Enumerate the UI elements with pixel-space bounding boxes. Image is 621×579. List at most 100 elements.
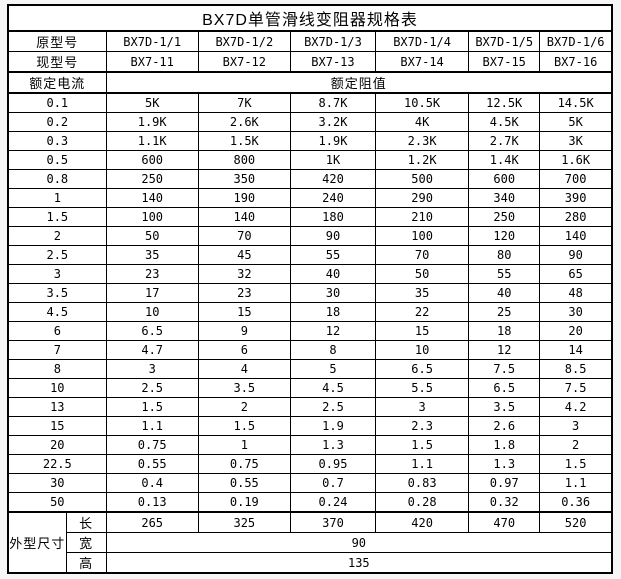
table-row: 2.5 35 45 55 70 80 90: [7, 245, 613, 265]
resistance-value-cell: 100: [375, 226, 470, 246]
resistance-value-cell: 5.5: [375, 378, 470, 398]
resistance-value-cell: 600: [468, 169, 541, 189]
rated-current-cell: 1: [7, 188, 107, 208]
resistance-value-cell: 800: [197, 150, 291, 170]
resistance-value-cell: 10.5K: [375, 92, 470, 113]
old-model-cell: BX7D-1/6: [539, 30, 613, 52]
resistance-value-cell: 2: [539, 435, 613, 455]
length-label: 长: [65, 511, 107, 533]
resistance-value-cell: 17: [105, 283, 199, 303]
resistance-value-cell: 0.19: [197, 492, 291, 513]
resistance-value-cell: 1.1: [375, 454, 470, 474]
resistance-value-cell: 90: [539, 245, 613, 265]
table-row: 2 50 70 90 100 120 140: [7, 226, 613, 246]
new-model-cell: BX7-14: [375, 51, 470, 73]
resistance-value-cell: 2: [197, 397, 291, 417]
resistance-value-cell: 100: [105, 207, 199, 227]
resistance-value-cell: 5K: [105, 92, 199, 113]
resistance-value-cell: 250: [105, 169, 199, 189]
new-model-cell: BX7-13: [289, 51, 377, 73]
old-model-cell: BX7D-1/3: [289, 30, 377, 52]
resistance-value-cell: 240: [289, 188, 377, 208]
resistance-value-cell: 0.95: [289, 454, 377, 474]
resistance-value-cell: 2.3K: [375, 131, 470, 151]
resistance-value-cell: 1: [197, 435, 291, 455]
table-row: 20 0.75 1 1.3 1.5 1.8 2: [7, 435, 613, 455]
resistance-value-cell: 140: [197, 207, 291, 227]
resistance-value-cell: 7.5: [468, 359, 541, 379]
resistance-value-cell: 9: [197, 321, 291, 341]
resistance-value-cell: 3: [539, 416, 613, 436]
rated-current-cell: 0.1: [7, 92, 107, 113]
resistance-value-cell: 80: [468, 245, 541, 265]
resistance-value-cell: 0.75: [105, 435, 199, 455]
resistance-value-cell: 3K: [539, 131, 613, 151]
rated-current-cell: 3: [7, 264, 107, 284]
resistance-value-cell: 2.3: [375, 416, 470, 436]
resistance-value-cell: 0.32: [468, 492, 541, 513]
resistance-value-cell: 3: [105, 359, 199, 379]
table-row: 0.3 1.1K 1.5K 1.9K 2.3K 2.7K 3K: [7, 131, 613, 151]
resistance-value-cell: 600: [105, 150, 199, 170]
resistance-value-cell: 4.5: [289, 378, 377, 398]
rated-current-cell: 0.3: [7, 131, 107, 151]
resistance-value-cell: 1.5: [375, 435, 470, 455]
new-model-row: 现型号 BX7-11 BX7-12 BX7-13 BX7-14 BX7-15 B…: [7, 51, 613, 73]
resistance-value-cell: 1.1: [105, 416, 199, 436]
resistance-value-cell: 12.5K: [468, 92, 541, 113]
resistance-value-cell: 1.9: [289, 416, 377, 436]
table-row: 1.5 100 140 180 210 250 280: [7, 207, 613, 227]
rated-current-label: 额定电流: [7, 71, 107, 94]
resistance-value-cell: 5: [289, 359, 377, 379]
resistance-value-cell: 6.5: [105, 321, 199, 341]
resistance-value-cell: 6.5: [375, 359, 470, 379]
resistance-value-cell: 3: [375, 397, 470, 417]
dimensions-label: 外型尺寸: [7, 511, 67, 574]
resistance-value-cell: 22: [375, 302, 470, 322]
length-value-cell: 325: [197, 511, 291, 533]
resistance-value-cell: 35: [105, 245, 199, 265]
length-value-cell: 265: [105, 511, 199, 533]
resistance-value-cell: 90: [289, 226, 377, 246]
resistance-value-cell: 180: [289, 207, 377, 227]
resistance-value-cell: 40: [289, 264, 377, 284]
resistance-value-cell: 250: [468, 207, 541, 227]
resistance-value-cell: 280: [539, 207, 613, 227]
resistance-value-cell: 18: [468, 321, 541, 341]
resistance-value-cell: 0.24: [289, 492, 377, 513]
rated-current-cell: 22.5: [7, 454, 107, 474]
resistance-value-cell: 10: [375, 340, 470, 360]
resistance-value-cell: 190: [197, 188, 291, 208]
resistance-value-cell: 14.5K: [539, 92, 613, 113]
resistance-value-cell: 25: [468, 302, 541, 322]
spec-table: BX7D单管滑线变阻器规格表 原型号 BX7D-1/1 BX7D-1/2 BX7…: [7, 4, 613, 574]
rated-resistance-label: 额定阻值: [105, 71, 613, 94]
width-value-cell: 90: [105, 532, 613, 553]
resistance-value-cell: 4: [197, 359, 291, 379]
resistance-value-cell: 48: [539, 283, 613, 303]
height-label: 高: [65, 552, 107, 574]
resistance-value-cell: 1.5K: [197, 131, 291, 151]
rated-current-cell: 6: [7, 321, 107, 341]
resistance-value-cell: 8: [289, 340, 377, 360]
resistance-value-cell: 23: [105, 264, 199, 284]
resistance-value-cell: 50: [105, 226, 199, 246]
resistance-value-cell: 1.5: [539, 454, 613, 474]
resistance-value-cell: 2.6K: [197, 112, 291, 132]
resistance-value-cell: 55: [289, 245, 377, 265]
table-row: 13 1.5 2 2.5 3 3.5 4.2: [7, 397, 613, 417]
resistance-value-cell: 1.3: [468, 454, 541, 474]
resistance-value-cell: 15: [375, 321, 470, 341]
resistance-value-cell: 0.36: [539, 492, 613, 513]
old-model-cell: BX7D-1/1: [105, 30, 199, 52]
rated-current-cell: 50: [7, 492, 107, 513]
resistance-value-cell: 35: [375, 283, 470, 303]
length-row: 外型尺寸 长 265 325 370 420 470 520: [7, 511, 613, 574]
resistance-value-cell: 1.6K: [539, 150, 613, 170]
length-value-cell: 420: [375, 511, 470, 533]
rated-current-cell: 8: [7, 359, 107, 379]
resistance-value-cell: 8.5: [539, 359, 613, 379]
resistance-value-cell: 1.5: [105, 397, 199, 417]
resistance-value-cell: 1.4K: [468, 150, 541, 170]
resistance-value-cell: 4.2: [539, 397, 613, 417]
